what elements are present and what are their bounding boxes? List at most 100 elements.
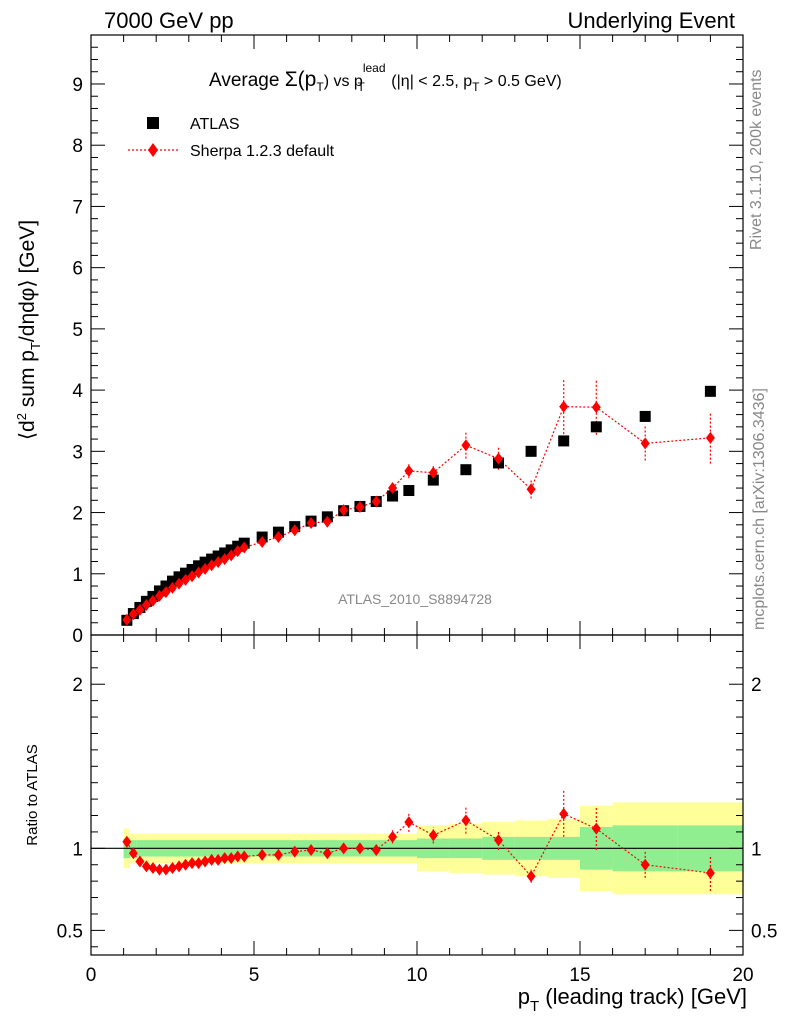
sherpa-point	[640, 437, 650, 450]
sherpa-point	[194, 566, 204, 579]
ratio-point	[591, 822, 601, 835]
ratio-point	[290, 845, 300, 858]
sherpa-point	[306, 516, 316, 529]
atlas-point	[160, 580, 172, 592]
atlas-point	[558, 435, 570, 447]
sherpa-point	[322, 515, 332, 528]
xtick-label: 20	[732, 965, 753, 986]
ratio-point	[494, 834, 503, 847]
sherpa-point	[135, 603, 145, 616]
ratio-point	[181, 858, 191, 871]
atlas-point	[525, 445, 537, 457]
ratio-point	[273, 848, 283, 861]
main-ytick-label: 1	[72, 565, 83, 586]
atlas-point	[639, 410, 651, 422]
sherpa-point	[371, 495, 381, 508]
sherpa-point	[226, 549, 236, 562]
sherpa-point	[494, 452, 503, 465]
ratio-point	[148, 862, 158, 875]
ratio-plot: 0.5 0.51 12 20 5 10 15 20 Ratio to ATLAS pT (le…	[24, 634, 777, 1015]
ratio-point	[174, 860, 184, 873]
ratio-point	[226, 852, 236, 865]
sherpa-point	[122, 613, 132, 626]
ratio-point	[128, 847, 138, 860]
sherpa-point	[257, 535, 267, 548]
sherpa-point	[526, 483, 536, 496]
main-ytick-label: 6	[72, 259, 83, 280]
ratio-ytick-label: 1	[72, 839, 83, 860]
xtick-label: 0	[86, 965, 97, 986]
atlas-point	[186, 563, 198, 575]
header-left: 7000 GeV pp	[104, 8, 234, 33]
ratio-point	[233, 850, 243, 863]
sherpa-point	[339, 504, 349, 517]
main-ytick-label: 7	[72, 197, 83, 218]
atlas-point	[590, 421, 602, 433]
ratio-ytick-label-right: 0.5	[751, 921, 777, 942]
sherpa-point	[161, 586, 171, 599]
main-ylabel: ⟨d2 sum pT/dηdφ⟩ [GeV]	[14, 220, 43, 440]
sherpa-point	[200, 562, 210, 575]
ratio-point	[559, 807, 569, 820]
ratio-ytick-label: 0.5	[57, 921, 83, 942]
sherpa-point	[187, 570, 197, 583]
sherpa-point	[239, 541, 249, 554]
main-plot: 0 1 2 3 4 5 6 7 8 9 Average Σ(pT) vs plead T (|η| …	[14, 34, 744, 647]
ratio-point	[355, 842, 365, 855]
ratio-point	[135, 855, 145, 868]
analysis-annotation: ATLAS_2010_S8894728	[338, 591, 492, 607]
atlas-point	[219, 547, 231, 559]
ratio-point	[213, 853, 223, 866]
sherpa-point	[428, 466, 438, 479]
ratio-ytick-label: 2	[72, 675, 83, 696]
atlas-point	[206, 553, 218, 565]
ratio-point	[322, 847, 332, 860]
ratio-point	[306, 843, 316, 856]
sherpa-point	[355, 501, 365, 514]
sherpa-point	[148, 594, 158, 607]
ratio-ylabel: Ratio to ATLAS	[24, 744, 41, 845]
sherpa-point	[705, 431, 715, 444]
sherpa-point	[461, 439, 471, 452]
header-right: Underlying Event	[567, 8, 735, 33]
xtick-label: 5	[249, 965, 260, 986]
ratio-ytick-label-right: 2	[751, 675, 762, 696]
mcplots-label: mcplots.cern.ch [arXiv:1306.3436]	[751, 388, 768, 630]
ratio-point	[200, 855, 210, 868]
ratio-point	[388, 830, 398, 843]
ratio-point	[257, 848, 267, 861]
sherpa-point	[181, 573, 191, 586]
sherpa-point	[220, 553, 230, 566]
atlas-point	[173, 571, 185, 583]
xtick-label: 15	[569, 965, 590, 986]
main-ytick-label: 8	[72, 136, 83, 157]
ratio-point	[461, 814, 471, 827]
main-ytick-label: 3	[72, 442, 83, 463]
main-ytick-label: 4	[72, 381, 83, 402]
main-ytick-label: 9	[72, 75, 83, 96]
sherpa-point	[128, 608, 138, 621]
legend-atlas-label: ATLAS	[190, 116, 240, 133]
sherpa-point	[174, 577, 184, 590]
sherpa-point	[168, 581, 177, 594]
sherpa-point	[233, 545, 243, 558]
atlas-point	[167, 575, 178, 587]
ratio-point	[640, 858, 650, 871]
sherpa-line	[126, 406, 711, 621]
ratio-point	[371, 843, 381, 856]
ratio-point	[161, 863, 171, 876]
sherpa-point	[404, 464, 414, 477]
atlas-point	[427, 474, 439, 486]
rivet-label: Rivet 3.1.10, 200k events	[748, 69, 765, 250]
sherpa-point	[273, 531, 283, 544]
ratio-point	[339, 842, 349, 855]
legend-atlas-marker	[147, 117, 159, 129]
sherpa-point	[591, 401, 601, 414]
ratio-point	[705, 866, 715, 879]
atlas-point	[212, 550, 224, 562]
atlas-point	[460, 464, 472, 476]
ratio-frame	[90, 634, 744, 956]
ratio-point	[194, 857, 204, 870]
legend-sherpa-marker	[148, 143, 158, 157]
ratio-point	[404, 816, 414, 829]
